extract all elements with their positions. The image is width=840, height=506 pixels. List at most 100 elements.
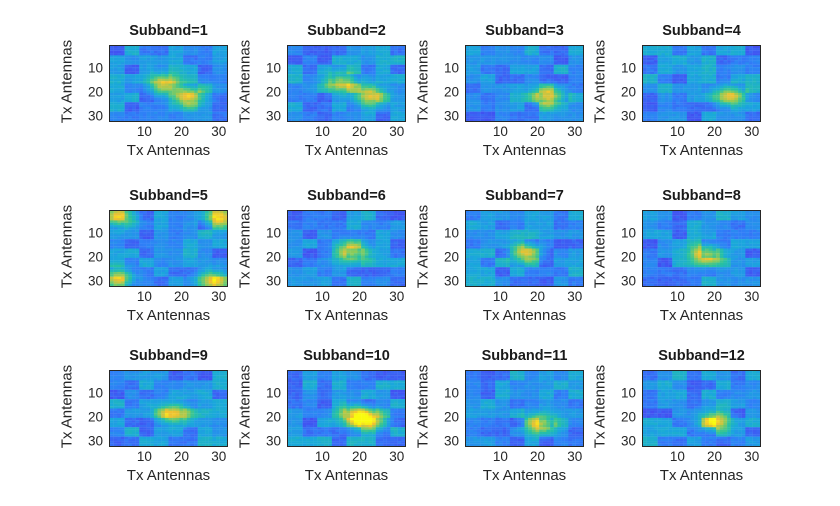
heatmap-cell (535, 118, 540, 121)
heatmap-cell (190, 248, 195, 251)
heatmap-cell (679, 106, 684, 110)
heatmap-cell (535, 85, 540, 89)
heatmap-cell (335, 67, 340, 70)
heatmap-cell (309, 104, 314, 108)
heatmap-cell (113, 234, 118, 237)
heatmap-cell (484, 67, 489, 70)
heatmap-cell (298, 88, 303, 91)
heatmap-cell (716, 109, 720, 112)
heatmap-cell (528, 62, 532, 65)
heatmap-cell (128, 53, 133, 56)
heatmap-cell (701, 67, 706, 70)
heatmap-cell (361, 95, 365, 98)
heatmap-cell (553, 74, 558, 77)
heatmap-cell (506, 118, 511, 121)
heatmap-cell (705, 48, 709, 51)
heatmap-cell (701, 113, 706, 117)
heatmap-cell (150, 78, 155, 82)
heatmap-cell (466, 90, 470, 93)
heatmap-cell (212, 269, 217, 273)
heatmap-cell (223, 267, 227, 270)
heatmap-cell (361, 55, 365, 58)
heatmap-cell (675, 113, 680, 117)
heatmap-cell (694, 111, 699, 115)
heatmap-cell (117, 218, 122, 221)
heatmap-cell (186, 241, 191, 244)
heatmap-cell (150, 236, 155, 240)
heatmap-cell (291, 106, 296, 110)
heatmap-cell (397, 57, 402, 61)
heatmap-cell (390, 111, 395, 115)
heatmap-cell (186, 67, 191, 70)
heatmap-cell (372, 83, 376, 86)
heatmap-cell (179, 264, 184, 268)
heatmap-cell (117, 213, 122, 216)
heatmap-cell (520, 74, 525, 77)
heatmap-cell (528, 53, 532, 56)
heatmap-cell (401, 62, 405, 65)
heatmap-cell (564, 46, 569, 49)
heatmap-cell (208, 55, 213, 58)
heatmap-cell (694, 76, 699, 79)
heatmap-cell (183, 264, 187, 268)
heatmap-cell (661, 46, 666, 49)
heatmap-cell (150, 90, 155, 93)
heatmap-cell (313, 90, 318, 93)
heatmap-cell (476, 64, 481, 68)
heatmap-cell (357, 50, 362, 54)
heatmap-cell (643, 113, 647, 117)
heatmap-cell (675, 88, 680, 91)
heatmap-cell (572, 78, 576, 82)
heatmap-cell (517, 78, 522, 82)
heatmap-cell (650, 67, 655, 70)
heatmap-cell (517, 90, 522, 93)
heatmap-cell (491, 99, 496, 103)
heatmap-cell (183, 55, 187, 58)
heatmap-cell (219, 97, 224, 101)
heatmap-cell (568, 118, 573, 121)
heatmap-cell (186, 76, 191, 79)
heatmap-cell (313, 55, 318, 58)
heatmap-cell (542, 95, 547, 98)
heatmap-cell (690, 74, 695, 77)
heatmap-cell (498, 104, 503, 108)
heatmap-cell (661, 60, 666, 63)
heatmap-cell (324, 83, 329, 86)
heatmap-cell (694, 78, 699, 82)
heatmap-cell (197, 239, 202, 242)
heatmap-cell (328, 106, 333, 110)
heatmap-cell (183, 234, 187, 237)
heatmap-cell (124, 83, 129, 86)
heatmap-cell (361, 48, 365, 51)
heatmap-cell (701, 118, 706, 121)
heatmap-cell (466, 60, 470, 63)
heatmap-cell (306, 85, 311, 89)
heatmap-cell (675, 46, 680, 49)
heatmap-cell (146, 271, 151, 275)
heatmap-cell (142, 55, 147, 58)
heatmap-cell (575, 55, 580, 58)
heatmap-cell (120, 257, 125, 261)
heatmap-cell (205, 62, 209, 65)
heatmap-cell (723, 83, 728, 86)
heatmap-cell (741, 118, 746, 121)
heatmap-cell (487, 90, 492, 93)
heatmap-cell (524, 102, 529, 105)
heatmap-cell (506, 81, 511, 84)
heatmap-cell (712, 78, 717, 82)
heatmap-cell (664, 76, 669, 79)
heatmap-cell (201, 255, 206, 258)
heatmap-cell (745, 111, 750, 115)
heatmap-cell (139, 76, 144, 79)
heatmap-cell (361, 53, 365, 56)
heatmap-cell (113, 267, 118, 270)
heatmap-cell (752, 118, 757, 121)
heatmap-cell (686, 106, 691, 110)
heatmap-cell (397, 85, 402, 89)
heatmap-cell (291, 55, 296, 58)
heatmap-cell (661, 48, 666, 51)
heatmap-cell (205, 106, 209, 110)
heatmap-cell (495, 64, 500, 68)
heatmap-cell (164, 67, 169, 70)
heatmap-cell (557, 88, 562, 91)
